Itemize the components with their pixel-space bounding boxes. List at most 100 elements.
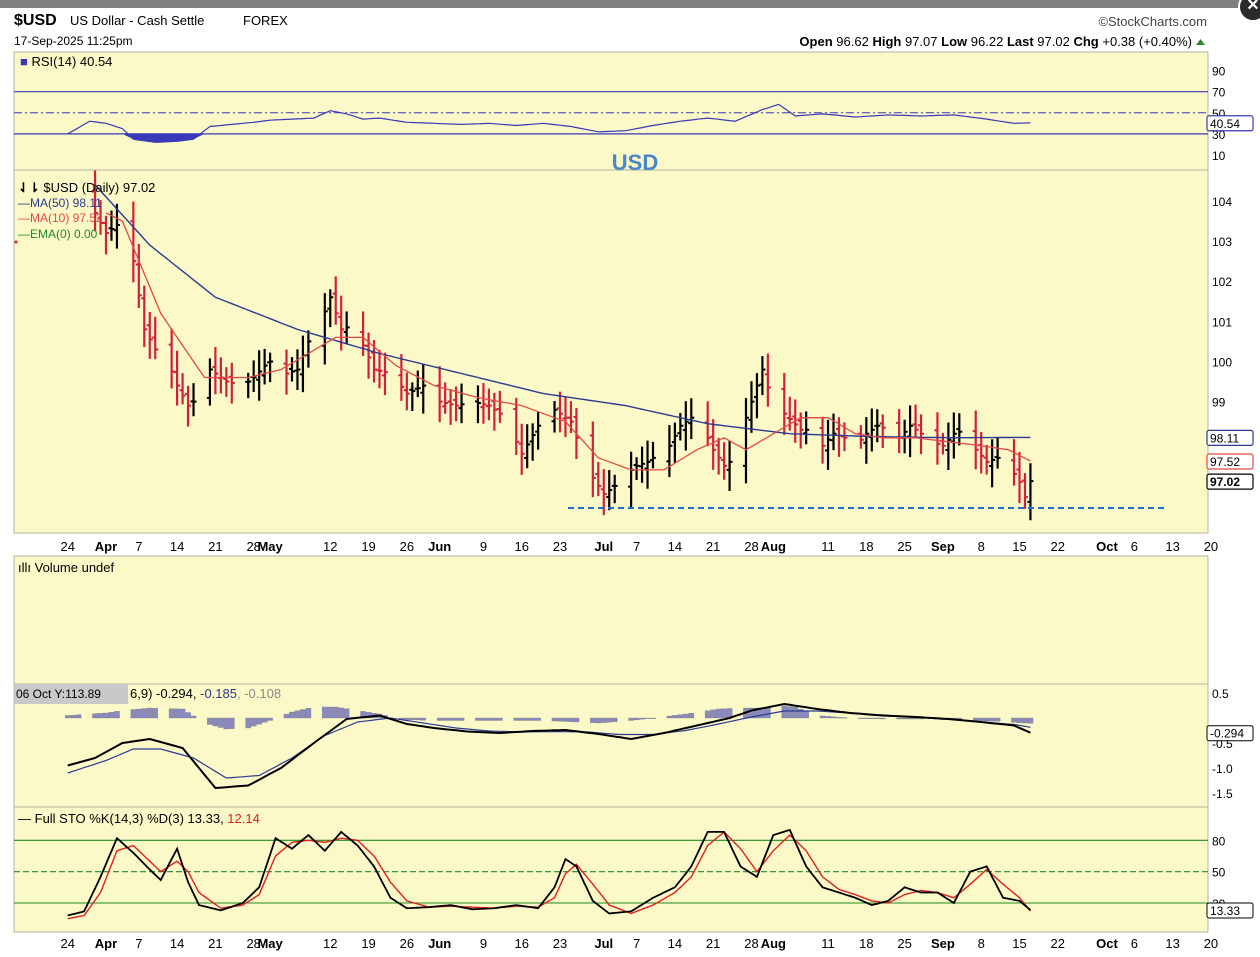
x-axis-tick: 13 <box>1165 936 1179 951</box>
x-axis-tick: 23 <box>553 936 567 951</box>
x-axis-tick: Sep <box>931 936 955 951</box>
rsi-axis-tick: 70 <box>1212 86 1226 100</box>
x-axis-tick: Jul <box>594 936 613 951</box>
usd-annotation: USD <box>612 150 658 175</box>
macd-histogram-bar <box>480 717 487 721</box>
macd-histogram-bar <box>1022 717 1028 724</box>
macd-histogram-bar <box>797 708 804 719</box>
macd-histogram-bar <box>863 717 870 719</box>
x-axis-tick: Oct <box>1096 936 1118 951</box>
x-axis-tick: 24 <box>60 539 74 554</box>
x-axis-tick: 12 <box>323 539 337 554</box>
macd-histogram-bar <box>896 717 902 720</box>
macd-histogram-bar <box>475 717 481 721</box>
macd-histogram-bar <box>174 708 180 719</box>
x-axis-tick: 11 <box>821 936 835 951</box>
macd-histogram-bar <box>912 717 919 720</box>
macd-histogram-bar <box>792 706 798 719</box>
macd-histogram-bar <box>529 717 536 721</box>
macd-histogram-bar <box>989 717 995 722</box>
close-icon[interactable]: × <box>1238 0 1260 22</box>
stoch-axis-tick: 50 <box>1212 866 1226 880</box>
rsi-badge <box>1206 115 1254 132</box>
macd-layer: 0.5-0.5-1.0-1.5-0.294 <box>64 687 1254 801</box>
macd-axis-tick: 0.5 <box>1212 687 1229 701</box>
x-axis-tick: Jul <box>594 539 613 554</box>
x-axis-tick: 28 <box>246 539 260 554</box>
macd-histogram-bar <box>305 708 312 719</box>
up-arrow-icon <box>1196 39 1205 45</box>
macd-histogram-bar <box>147 707 153 719</box>
macd-histogram-bar <box>983 717 990 722</box>
symbol: $USD <box>14 12 57 29</box>
x-axis-tick: 14 <box>170 539 184 554</box>
price-layer: 104 103 102 101 100 99 98.11 97.52 97.02 <box>14 170 1254 521</box>
stochastic-panel <box>13 806 1209 933</box>
x-axis-tick: Apr <box>95 539 117 554</box>
x-axis-tick: 14 <box>170 936 184 951</box>
last-label: Last <box>1007 34 1034 49</box>
price-legend: ⇃⇂ $USD (Daily) 97.02 <box>18 180 155 195</box>
x-axis-tick: 25 <box>897 936 911 951</box>
macd-histogram-bar <box>901 717 908 720</box>
x-axis-tick: 22 <box>1051 539 1065 554</box>
macd-histogram-bar <box>404 717 410 720</box>
macd-histogram-bar <box>1027 717 1034 724</box>
x-axis-tick: Sep <box>931 539 955 554</box>
x-axis-tick: 11 <box>821 539 835 554</box>
x-axis-tick: Apr <box>95 936 117 951</box>
open-value: 96.62 <box>836 34 869 49</box>
macd-histogram-bar <box>497 717 503 721</box>
macd-histogram-bar <box>683 713 689 719</box>
macd-histogram-bar <box>978 717 984 721</box>
macd-histogram-bar <box>535 717 541 721</box>
price-marker <box>14 240 18 244</box>
macd-histogram-bar <box>551 717 558 722</box>
stoch-badge-label: 13.33 <box>1210 904 1240 918</box>
macd-histogram-bar <box>639 717 645 720</box>
x-axis-tick: 21 <box>706 936 720 951</box>
x-axis-tick: 8 <box>978 539 985 554</box>
macd-histogram-bar <box>447 717 454 721</box>
rsi-oversold-fill <box>122 133 205 143</box>
price-badge <box>1206 429 1254 446</box>
ema-legend: —EMA(0) 0.00 <box>18 227 98 241</box>
x-axis-tick: 15 <box>1012 539 1026 554</box>
rsi-badge-label: 40.54 <box>1210 117 1240 131</box>
macd-histogram-bar <box>611 717 618 722</box>
x-axis-tick: 23 <box>553 539 567 554</box>
macd-histogram-bar <box>518 717 525 721</box>
macd-histogram-bar <box>179 708 186 719</box>
x-axis-tick: 21 <box>706 539 720 554</box>
stoch-layer: 80502013.33 <box>14 828 1254 920</box>
rsi-axis-tick: 10 <box>1212 149 1226 163</box>
macd-histogram-bar <box>590 717 596 723</box>
price-axis-tick: 99 <box>1212 396 1226 410</box>
macd-histogram-bar <box>332 706 339 719</box>
macd-histogram-bar <box>601 717 607 723</box>
macd-line <box>67 702 1031 790</box>
macd-badge <box>1206 725 1254 742</box>
x-axis-tick: 18 <box>859 539 873 554</box>
macd-histogram-bar <box>688 713 695 719</box>
high-label: High <box>872 34 901 49</box>
macd-histogram-bar <box>64 715 71 719</box>
rsi-panel <box>13 51 1209 171</box>
macd-histogram-bar <box>557 717 563 722</box>
rsi-axis-tick: 90 <box>1212 65 1226 79</box>
x-axis-tick: 28 <box>246 936 260 951</box>
macd-histogram-bar <box>819 715 826 719</box>
macd-histogram-bar <box>836 717 842 719</box>
x-axis-tick: 20 <box>1204 539 1218 554</box>
security-name: US Dollar - Cash Settle <box>70 13 204 28</box>
source-logo: ©StockCharts.com <box>1098 14 1207 29</box>
macd-histogram-bar <box>283 713 290 719</box>
macd-histogram-bar <box>207 717 213 725</box>
macd-histogram-bar <box>633 717 640 721</box>
low-label: Low <box>941 34 968 49</box>
macd-histogram-bar <box>568 717 574 722</box>
macd-histogram-bar <box>289 711 295 719</box>
x-axis-tick: 15 <box>1012 936 1026 951</box>
x-axis-tick: 19 <box>361 539 375 554</box>
low-value: 96.22 <box>971 34 1004 49</box>
